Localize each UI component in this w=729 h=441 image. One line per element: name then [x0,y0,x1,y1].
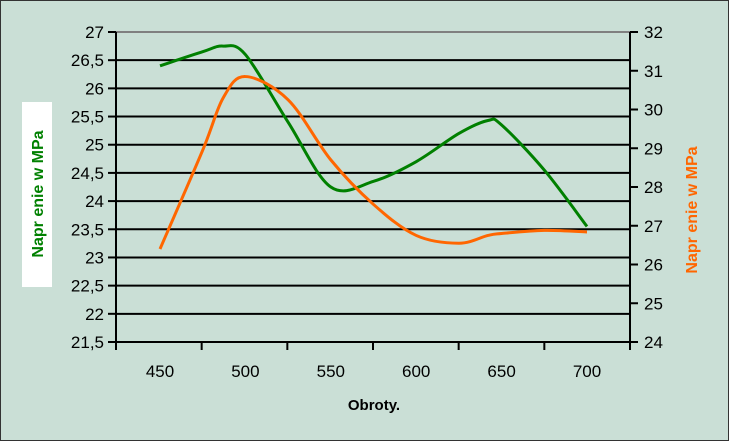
left-series-line [159,44,589,228]
right-tick-label: 30 [644,101,663,120]
right-tick-label: 28 [644,178,663,197]
left-tick-label: 24 [85,192,104,211]
right-tick-label: 24 [644,333,663,352]
right-tick-label: 25 [644,294,663,313]
x-tick-label: 650 [487,362,515,381]
right-tick-label: 32 [644,23,663,42]
right-tick-label: 27 [644,217,663,236]
right-tick-label: 29 [644,139,663,158]
left-axis-label: Napr enie w MPa [30,130,47,257]
left-axis-label-box [22,102,52,287]
left-tick-label: 22,5 [71,277,104,296]
x-tick-label: 700 [573,362,601,381]
right-axis-label: Napr enie w MPa [684,146,701,273]
x-tick-label: 450 [146,362,174,381]
x-tick-label: 600 [402,362,430,381]
x-tick-label: 500 [231,362,259,381]
left-tick-label: 24,5 [71,164,104,183]
x-axis-label: Obroty. [348,397,400,414]
right-series-line [158,75,588,250]
left-tick-label: 26,5 [71,51,104,70]
left-tick-label: 27 [85,23,104,42]
x-tick-label: 550 [317,362,345,381]
left-tick-label: 23,5 [71,220,104,239]
right-tick-label: 26 [644,256,663,275]
left-tick-label: 26 [85,79,104,98]
left-tick-label: 21,5 [71,333,104,352]
left-tick-label: 25 [85,136,104,155]
right-tick-label: 31 [644,62,663,81]
left-tick-label: 22 [85,305,104,324]
left-tick-label: 25,5 [71,108,104,127]
left-tick-label: 23 [85,248,104,267]
